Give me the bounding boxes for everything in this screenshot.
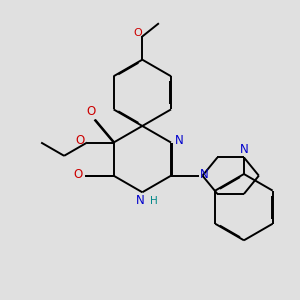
Text: N: N — [136, 194, 145, 207]
Text: O: O — [75, 134, 84, 147]
Text: H: H — [150, 196, 158, 206]
Text: O: O — [133, 28, 142, 38]
Text: N: N — [239, 143, 248, 156]
Text: N: N — [175, 134, 184, 147]
Text: N: N — [200, 167, 208, 181]
Text: O: O — [86, 105, 96, 118]
Text: O: O — [74, 167, 83, 181]
